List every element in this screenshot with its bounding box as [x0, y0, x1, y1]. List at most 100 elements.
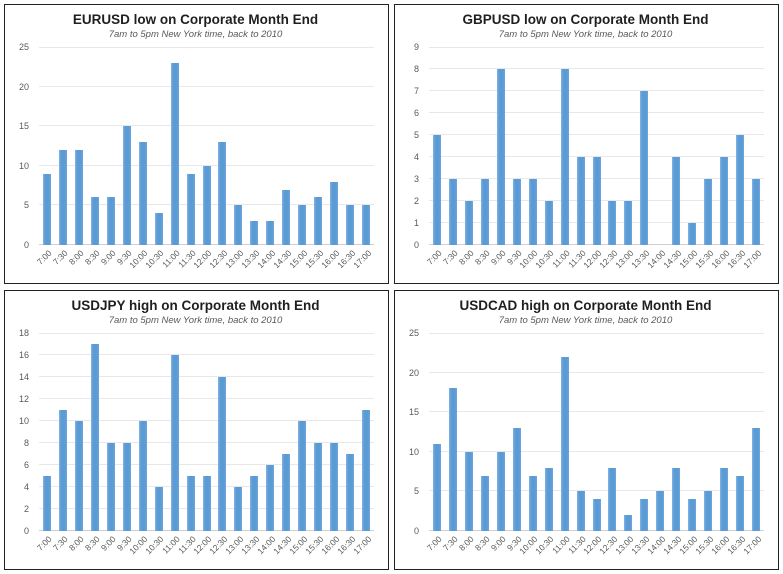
bar: [528, 179, 537, 245]
bar: [608, 201, 617, 245]
bar: [282, 189, 291, 245]
y-axis-tick-label: 1: [413, 218, 419, 229]
y-axis: 0 5 10 15 20 25: [399, 328, 425, 536]
chart-panel-usdjpy-high: USDJPY high on Corporate Month End 7am t…: [4, 290, 389, 570]
bar: [480, 475, 489, 531]
y-axis-tick-label: 14: [18, 372, 29, 382]
bar: [736, 135, 745, 245]
bar: [736, 475, 745, 531]
bar: [704, 179, 713, 245]
bar: [448, 179, 457, 245]
bar: [154, 213, 163, 245]
gridline: [429, 156, 764, 157]
bar: [544, 201, 553, 245]
bar: [90, 197, 99, 245]
y-axis: 0 1 2 3 4 5 6 7 8 9: [399, 42, 425, 250]
y-axis-tick-label: 10: [18, 416, 29, 426]
bar: [330, 181, 339, 245]
bar: [480, 179, 489, 245]
x-axis: 7:00 7:30 8:00 8:30 9:00 9:30 10:00 10:30 11:00 1…: [35, 531, 374, 567]
bar: [154, 487, 163, 531]
bar: [752, 428, 761, 531]
y-axis-tick-label: 0: [413, 526, 419, 536]
x-axis-tick-label: 8:30: [83, 248, 102, 267]
y-axis-tick-label: 2: [23, 504, 29, 515]
gridline: [39, 47, 374, 48]
bar: [170, 355, 179, 531]
bar: [298, 421, 307, 531]
bar: [314, 197, 323, 245]
y-axis-tick-label: 12: [18, 394, 29, 405]
y-axis-tick-label: 20: [408, 367, 419, 378]
bar: [672, 157, 681, 245]
bar: [512, 428, 521, 531]
y-axis-tick-label: 5: [23, 200, 29, 211]
bar: [42, 173, 51, 245]
bar: [432, 135, 441, 245]
plot-field: [429, 47, 764, 245]
gridline: [429, 333, 764, 334]
y-axis-tick-label: 18: [18, 328, 29, 338]
bar: [202, 165, 211, 245]
x-axis-tick-label: 8:00: [67, 534, 86, 553]
bar: [42, 476, 51, 531]
bar: [234, 487, 243, 531]
gridline: [429, 90, 764, 91]
bar: [528, 475, 537, 531]
bar: [122, 126, 131, 245]
bar: [106, 443, 115, 531]
y-axis-tick-label: 6: [23, 460, 29, 471]
bar: [362, 205, 371, 245]
bar: [448, 388, 457, 531]
bar: [432, 443, 441, 531]
chart-title: GBPUSD low on Corporate Month End: [462, 12, 709, 27]
x-axis-tick-label: 8:30: [83, 534, 102, 553]
bar: [58, 410, 67, 531]
y-axis-tick-label: 4: [23, 482, 29, 493]
chart-subtitle: 7am to 5pm New York time, back to 2010: [498, 29, 673, 40]
gridline: [429, 450, 764, 452]
y-axis-tick-label: 4: [413, 152, 419, 163]
bar: [218, 142, 227, 245]
bar: [346, 205, 355, 245]
chart-subtitle: 7am to 5pm New York time, back to 2010: [498, 315, 673, 326]
y-axis: 0 5 10 15 20 25: [9, 42, 35, 250]
bar: [90, 344, 99, 531]
y-axis-tick-label: 25: [408, 328, 419, 338]
plot-field: [39, 47, 374, 245]
y-axis-tick-label: 20: [18, 81, 29, 92]
x-axis: 7:00 7:30 8:00 8:30 9:00 9:30 10:00 10:30 11:00 1…: [425, 245, 764, 281]
y-axis-tick-label: 10: [408, 446, 419, 457]
bar: [74, 421, 83, 531]
bar: [218, 377, 227, 531]
x-axis-tick-label: 9:00: [99, 534, 118, 553]
x-axis-tick-label: 9:00: [99, 248, 118, 267]
y-axis-tick-label: 6: [413, 108, 419, 119]
chart-subtitle: 7am to 5pm New York time, back to 2010: [108, 315, 283, 326]
bar: [58, 149, 67, 245]
bar: [496, 451, 505, 531]
bar: [330, 443, 339, 531]
bar: [576, 157, 585, 245]
bar: [122, 443, 131, 531]
gridline: [429, 134, 764, 135]
gridline: [39, 464, 374, 466]
bar: [202, 476, 211, 531]
x-axis-tick-label: 9:00: [489, 248, 508, 267]
chart-panel-eurusd-low: EURUSD low on Corporate Month End 7am to…: [4, 4, 389, 284]
x-axis: 7:00 7:30 8:00 8:30 9:00 9:30 10:00 10:30 11:00 1…: [35, 245, 374, 281]
bar: [720, 157, 729, 245]
bar: [464, 451, 473, 531]
bar: [346, 454, 355, 531]
x-axis-tick-label: 8:00: [457, 248, 476, 267]
bar: [560, 69, 569, 245]
x-axis-tick-label: 8:30: [473, 248, 492, 267]
bar: [640, 91, 649, 245]
chart-panel-gbpusd-low: GBPUSD low on Corporate Month End 7am to…: [394, 4, 779, 284]
chart-grid: EURUSD low on Corporate Month End 7am to…: [4, 4, 779, 570]
gridline: [39, 333, 374, 334]
bar: [560, 356, 569, 531]
bar: [234, 205, 243, 245]
chart-panel-usdcad-high: USDCAD high on Corporate Month End 7am t…: [394, 290, 779, 570]
